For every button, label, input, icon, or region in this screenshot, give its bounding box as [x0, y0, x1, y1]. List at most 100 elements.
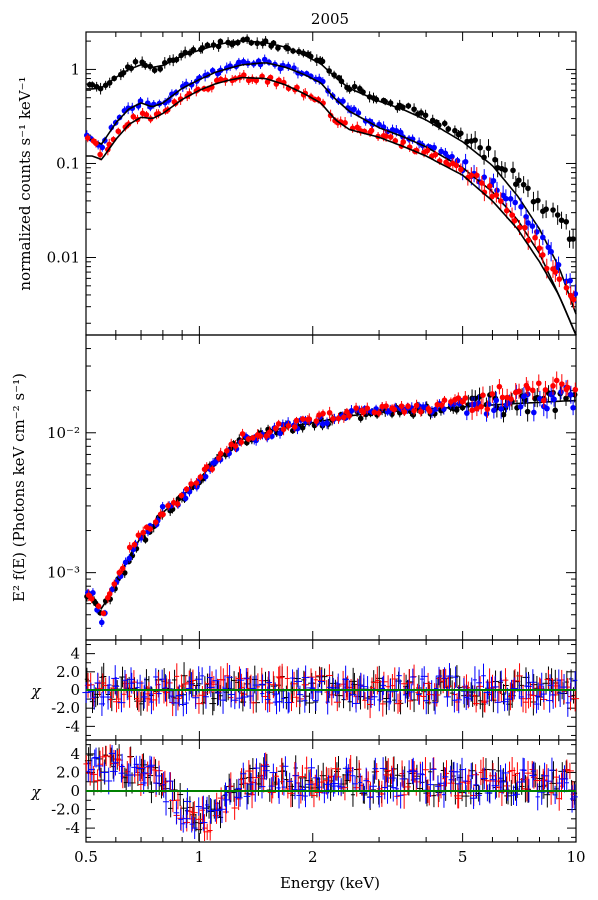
- data-point: [383, 403, 389, 409]
- data-point: [400, 139, 407, 145]
- x-tick-label: 0.5: [74, 848, 98, 866]
- data-point: [520, 181, 527, 188]
- data-point: [472, 137, 478, 143]
- y-axis-label: χ: [30, 682, 41, 700]
- data-point: [550, 383, 556, 389]
- data-point: [518, 204, 524, 210]
- data-point: [522, 224, 528, 231]
- y-axis-label: normalized counts s⁻¹ keV⁻¹: [16, 76, 34, 290]
- data-point: [486, 183, 493, 189]
- data-point: [442, 150, 449, 157]
- data-point: [535, 197, 541, 204]
- data-point: [300, 416, 306, 422]
- data-point: [552, 407, 559, 414]
- data-point: [122, 559, 129, 566]
- data-point: [530, 198, 537, 205]
- data-point: [462, 395, 469, 401]
- data-point: [529, 223, 536, 229]
- data-point: [441, 120, 448, 127]
- data-point: [411, 407, 417, 414]
- data-point: [232, 443, 239, 449]
- data-point: [95, 603, 102, 610]
- data-point: [493, 192, 500, 198]
- model-curve: [86, 399, 577, 611]
- data-point: [269, 433, 275, 440]
- data-point: [489, 391, 496, 397]
- data-point: [551, 396, 557, 403]
- data-point: [455, 395, 462, 401]
- data-point: [558, 217, 565, 224]
- data-point: [462, 158, 469, 165]
- data-point: [241, 72, 247, 78]
- data-point: [111, 581, 118, 587]
- y-tick-label: 0.1: [56, 154, 80, 172]
- data-point: [89, 81, 96, 88]
- data-point: [503, 207, 510, 214]
- data-point: [572, 386, 579, 393]
- data-point: [223, 448, 230, 454]
- data-point: [99, 144, 106, 151]
- data-point: [239, 431, 246, 437]
- data-point: [497, 198, 504, 204]
- data-point: [513, 181, 519, 188]
- data-point: [397, 129, 404, 136]
- data-point: [512, 199, 518, 206]
- data-point: [209, 466, 216, 472]
- data-point: [236, 59, 242, 66]
- data-point: [335, 415, 342, 422]
- data-point: [84, 135, 91, 141]
- data-point: [529, 387, 536, 394]
- data-point: [97, 151, 103, 158]
- data-point: [203, 464, 210, 470]
- y-tick-label: 4: [70, 645, 80, 663]
- data-point: [559, 381, 565, 387]
- data-point: [364, 405, 371, 412]
- data-point: [320, 410, 326, 417]
- data-point: [478, 403, 485, 410]
- data-point: [484, 406, 491, 412]
- data-point: [510, 167, 516, 174]
- chart-title: 2005: [311, 10, 349, 28]
- data-point: [160, 511, 166, 518]
- data-point: [293, 417, 300, 424]
- data-point: [479, 180, 485, 186]
- data-point: [434, 401, 441, 408]
- data-point: [285, 423, 292, 429]
- data-point: [355, 110, 362, 116]
- data-point: [142, 537, 149, 543]
- data-point: [401, 409, 408, 415]
- data-point: [564, 384, 571, 391]
- data-point: [536, 245, 543, 251]
- data-point: [193, 480, 200, 486]
- data-point: [458, 130, 464, 137]
- data-point: [299, 424, 306, 431]
- data-point: [464, 138, 470, 145]
- data-point: [109, 586, 115, 593]
- data-point: [165, 502, 171, 509]
- data-point: [532, 234, 538, 241]
- data-point: [125, 105, 131, 112]
- data-point: [432, 151, 439, 158]
- data-point: [143, 112, 150, 118]
- data-point: [159, 503, 166, 510]
- data-point: [556, 276, 563, 282]
- data-point: [531, 409, 537, 416]
- y-tick-label: -4: [65, 717, 80, 735]
- data-point: [319, 58, 326, 65]
- data-point: [217, 76, 224, 83]
- data-point: [116, 114, 123, 121]
- data-point: [257, 433, 264, 439]
- data-point: [554, 212, 561, 218]
- panel-unfolded: 10⁻³ 10⁻² E² f(E) (Photons keV cm⁻² s⁻¹): [10, 334, 579, 641]
- data-point: [324, 420, 330, 426]
- data-point: [217, 38, 224, 45]
- data-point: [188, 481, 194, 487]
- data-point: [115, 128, 122, 135]
- data-point: [481, 154, 487, 161]
- data-point: [498, 406, 504, 412]
- data-point: [558, 389, 564, 395]
- data-point: [217, 450, 224, 457]
- data-point: [493, 397, 500, 404]
- data-point: [535, 380, 542, 387]
